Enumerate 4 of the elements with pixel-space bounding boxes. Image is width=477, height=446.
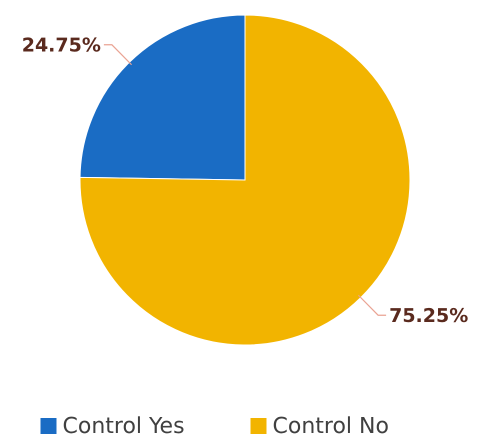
data-label: 24.75% [22,34,101,56]
data-label: 75.25% [389,304,468,327]
legend-label: Control Yes [62,414,185,439]
legend-label: Control No [272,414,389,439]
